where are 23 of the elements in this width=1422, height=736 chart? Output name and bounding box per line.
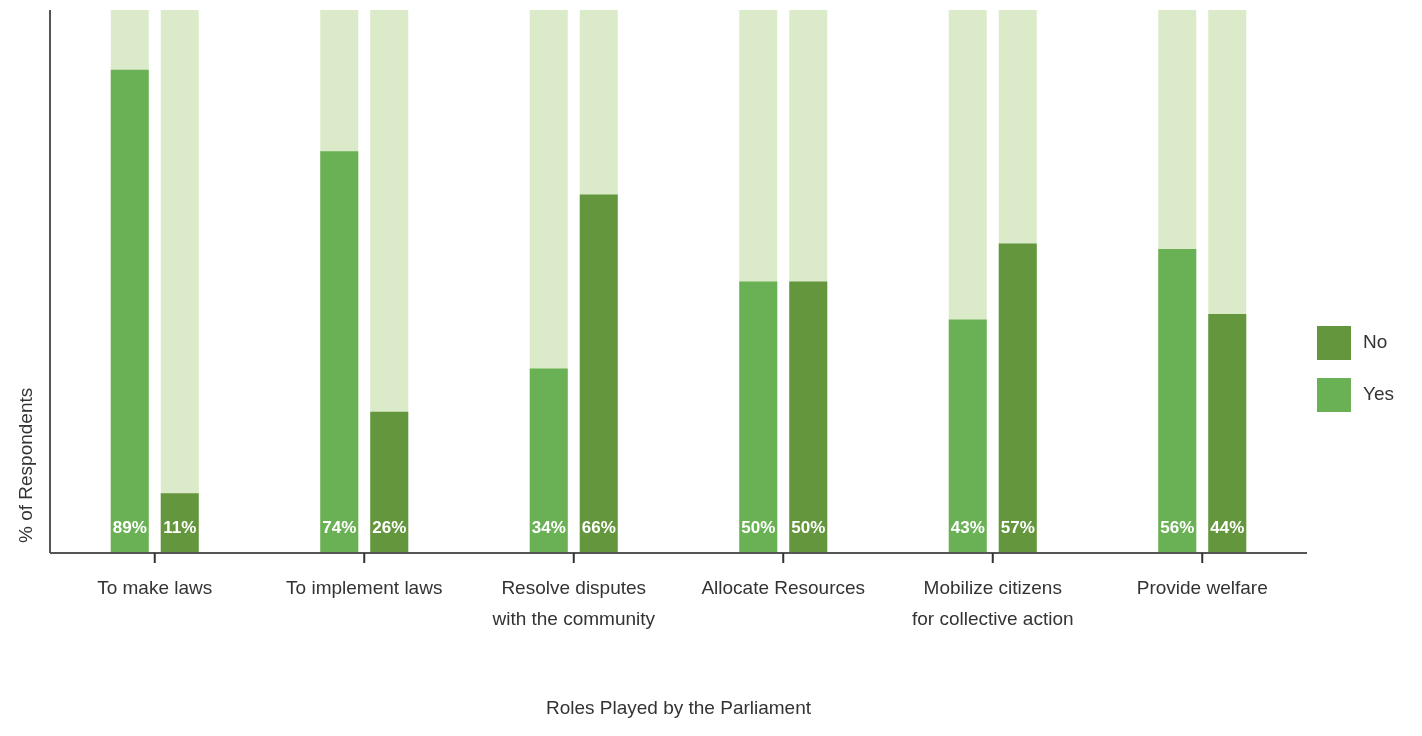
data-label: 50% (741, 518, 776, 537)
data-label: 56% (1160, 518, 1195, 537)
data-label: 57% (1000, 518, 1035, 537)
x-tick-label: Allocate Resources (701, 577, 866, 598)
legend-label: Yes (1363, 383, 1394, 404)
legend-label: No (1363, 331, 1388, 352)
data-label: 74% (322, 518, 357, 537)
x-tick-label: Provide welfare (1136, 577, 1268, 598)
x-tick-label: To make laws (97, 577, 213, 598)
data-label: 11% (163, 518, 197, 537)
x-tick-label: To implement laws (286, 577, 443, 598)
bar (370, 411, 409, 553)
data-label: 50% (791, 518, 826, 537)
x-tick-label: Mobilize citizens for collective action (911, 577, 1074, 629)
data-label: 44% (1210, 518, 1245, 537)
x-tick-label: Resolve disputes with the community (491, 577, 656, 629)
data-label: 89% (112, 518, 147, 537)
data-label: 34% (531, 518, 566, 537)
data-label: 43% (950, 518, 985, 537)
x-axis-title: Roles Played by the Parliament (545, 697, 812, 718)
data-label: 26% (372, 518, 407, 537)
y-axis-title: % of Respondents (15, 387, 36, 543)
data-label: 66% (581, 518, 616, 537)
